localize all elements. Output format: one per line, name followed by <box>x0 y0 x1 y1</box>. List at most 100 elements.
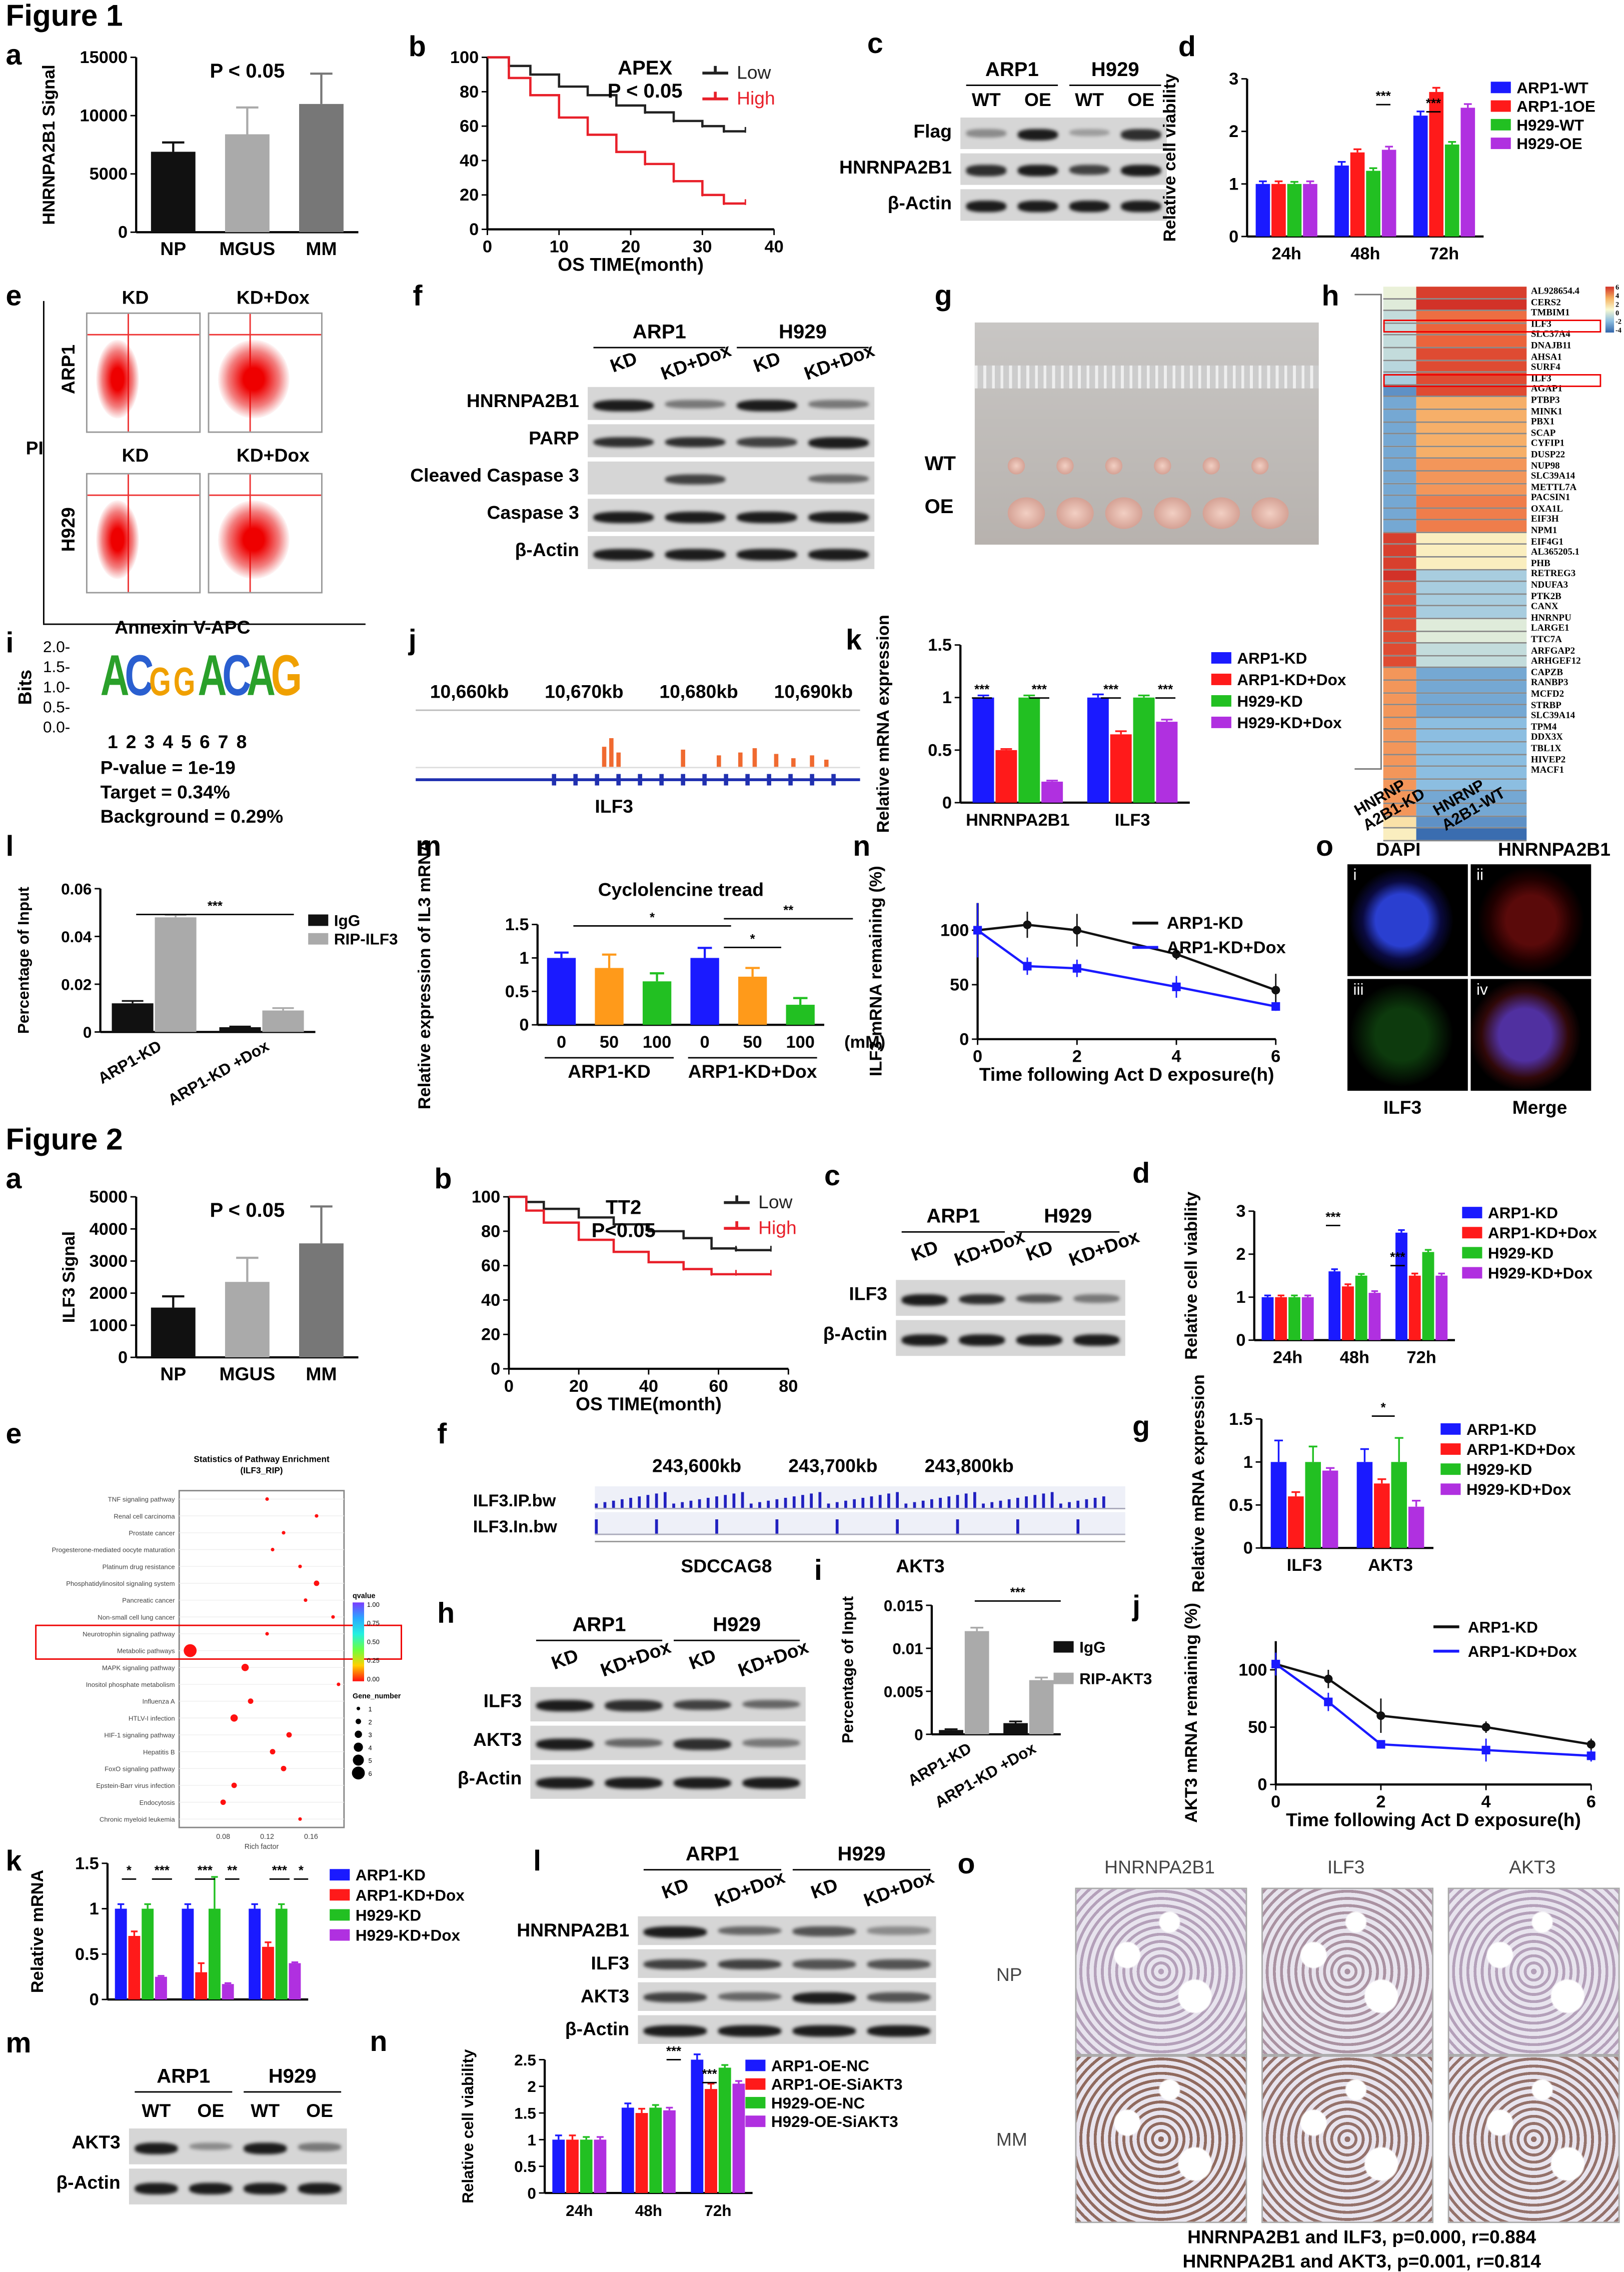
legend-label: Low <box>737 62 771 83</box>
gene-label: DNAJB11 <box>1530 341 1571 352</box>
heatmap-cell <box>1383 779 1416 791</box>
heatmap-cell <box>1416 755 1527 766</box>
gate-line <box>209 334 321 336</box>
y-tick-label: 2.0- <box>43 639 71 657</box>
protein-band <box>1121 165 1161 177</box>
heatmap-cell <box>1416 287 1527 298</box>
signal-peak <box>1050 1492 1054 1508</box>
protein-band <box>593 436 654 448</box>
data-point <box>1481 1745 1490 1754</box>
pathway-label: FoxO signaling pathway <box>105 1765 175 1772</box>
bar <box>112 1003 154 1032</box>
signal-peak <box>1007 1499 1011 1508</box>
panel-label: e <box>6 281 22 313</box>
significance-mark: *** <box>1390 1250 1405 1264</box>
lane-label: KD+Dox <box>861 1865 937 1911</box>
bar <box>732 2083 745 2193</box>
heatmap-cell <box>1383 705 1416 717</box>
size-legend-label: 3 <box>369 1731 372 1739</box>
heatmap-row <box>1383 299 1527 312</box>
x-tick-label: 30 <box>693 237 712 256</box>
blot-row-label: β-Actin <box>56 2171 121 2193</box>
legend-label: H929-OE-SiAKT3 <box>771 2112 898 2130</box>
blot-row-label: ILF3 <box>591 1952 630 1974</box>
chart-f2b: 0 20 40 60 80 100 0 20 40 60 80 OS TIME(month) Low Hi… <box>430 1188 817 1415</box>
legend-swatch <box>308 914 329 926</box>
heatmap-row <box>1383 521 1527 533</box>
heatmap-cell <box>1383 434 1416 446</box>
y-tick-label: 3 <box>1236 1202 1245 1221</box>
legend-swatch <box>745 2059 766 2071</box>
gene-label: PHB <box>1530 559 1550 569</box>
heatmap-row <box>1383 422 1527 435</box>
signal-peak <box>956 1519 959 1534</box>
heatmap-cell <box>1383 521 1416 532</box>
exon <box>810 774 814 786</box>
pathway-label: Hepatitis B <box>143 1748 175 1756</box>
heatmap-cell <box>1383 447 1416 458</box>
gene-label: HNRNPU <box>1530 613 1571 624</box>
y-tick-label: 3000 <box>90 1252 128 1271</box>
heatmap-row <box>1383 484 1527 496</box>
heatmap-cell <box>1416 582 1527 594</box>
data-point <box>1324 1697 1333 1706</box>
scale-tick: -4 <box>1615 328 1621 336</box>
signal-peak <box>878 1495 882 1508</box>
blot-strip <box>588 499 875 532</box>
heatmap-cell <box>1383 742 1416 754</box>
legend-swatch <box>330 1909 350 1921</box>
heatmap-cell <box>1383 471 1416 483</box>
pathway-label: Platinum drug resistance <box>103 1563 175 1570</box>
highlight-box <box>1383 319 1601 333</box>
bar <box>289 1963 301 2000</box>
significance-mark: *** <box>1032 683 1047 697</box>
pathway-dot <box>271 1547 275 1552</box>
signal-peak <box>706 1497 710 1508</box>
motif-letter: G <box>149 659 171 704</box>
pathway-label: Pancreatic cancer <box>122 1597 175 1604</box>
figure2-title: Figure 2 <box>6 1123 123 1157</box>
heatmap-row <box>1383 755 1527 767</box>
heatmap-row <box>1383 767 1527 780</box>
track-divider <box>416 709 860 711</box>
panel-label: i <box>814 1555 822 1587</box>
signal-peak <box>672 1503 675 1508</box>
heatmap-cell <box>1416 619 1527 630</box>
image-tag: iv <box>1476 982 1488 999</box>
bar <box>1350 152 1365 237</box>
pathway-dot <box>265 1632 269 1636</box>
motif-positions: 1 2 3 4 5 6 7 8 <box>107 731 247 753</box>
chart-svg: 0 1 2 3 Relative cell viability 24h 48h 72h ARP1… <box>1182 1192 1597 1367</box>
signal-peak <box>738 752 743 767</box>
cell-population <box>96 500 140 579</box>
protein-band <box>674 1738 731 1750</box>
signal-peak <box>595 1503 598 1508</box>
bar <box>1003 1723 1028 1734</box>
x-tick-label: ARP1-KD +Dox <box>165 1037 272 1109</box>
protein-band <box>718 1992 781 2002</box>
y-axis-label: Percentage of Input <box>838 1596 856 1743</box>
data-point <box>1072 926 1081 935</box>
y-axis-label: PI <box>26 437 44 459</box>
blot-f2h: ARP1 H929 KD KD+Dox KD KD+Dox ILF3 AKT3 β-Actin <box>430 1612 811 1813</box>
protein-band <box>665 436 726 448</box>
gene-label: ILF3 <box>595 795 634 817</box>
bar <box>1271 184 1286 237</box>
column-footer: Merge <box>1512 1096 1567 1118</box>
qvalue-tick: 1.00 <box>367 1601 380 1608</box>
gene-label: ILF3 <box>1530 319 1551 330</box>
row-label: WT <box>924 451 956 475</box>
gene-label: STRBP <box>1530 700 1561 711</box>
chart-f1d: 0 1 2 3 Relative cell viability 24h 48h 72h ARP1… <box>1160 65 1620 273</box>
heatmap-cell <box>1383 730 1416 741</box>
y-tick-label: 4000 <box>90 1220 128 1239</box>
legend-swatch <box>1490 82 1511 94</box>
heatmap-cell <box>1383 558 1416 569</box>
signal-peak <box>1042 1493 1045 1508</box>
data-point <box>1172 982 1181 991</box>
heatmap-cell <box>1383 508 1416 520</box>
heatmap-row <box>1383 348 1527 361</box>
bar <box>1334 166 1349 237</box>
chart-svg: 0 20 40 60 80 100 0 20 40 60 80 OS TIME(month) Low Hi… <box>472 1188 798 1415</box>
signal-peak <box>767 1500 770 1508</box>
